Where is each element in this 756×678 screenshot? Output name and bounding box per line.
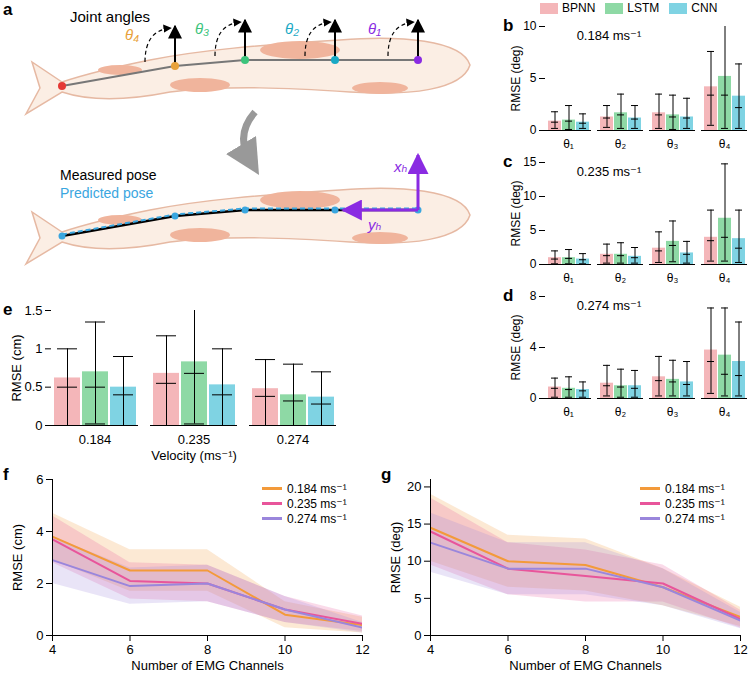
svg-text:RMSE (deg): RMSE (deg) (509, 314, 523, 380)
svg-text:RMSE (deg): RMSE (deg) (509, 180, 523, 246)
svg-text:1.5: 1.5 (24, 303, 42, 318)
svg-text:θ₁: θ₁ (563, 271, 574, 285)
svg-text:0: 0 (35, 418, 42, 433)
svg-text:4: 4 (49, 642, 56, 657)
html-text:b: b (503, 16, 514, 35)
svg-text:12: 12 (733, 642, 747, 657)
svg-text:θ₄: θ₄ (719, 271, 731, 285)
svg-text:6: 6 (126, 642, 133, 657)
html-text:a: a (3, 0, 13, 19)
svg-text:10: 10 (656, 642, 670, 657)
svg-text:θ₃: θ₃ (195, 20, 209, 37)
svg-text:θ₂: θ₂ (285, 20, 299, 37)
svg-text:θ₃: θ₃ (667, 137, 679, 151)
svg-text:5: 5 (414, 591, 421, 606)
html-text:0.235 ms⁻¹: 0.235 ms⁻¹ (665, 496, 725, 511)
svg-text:Joint angles: Joint angles (70, 8, 150, 25)
svg-text:Number of EMG Channels: Number of EMG Channels (509, 658, 662, 673)
svg-text:5: 5 (530, 223, 537, 237)
html-text:d: d (503, 286, 514, 305)
svg-text:15: 15 (523, 155, 537, 169)
html-text:0.184 ms⁻¹: 0.184 ms⁻¹ (576, 28, 642, 43)
svg-text:0: 0 (530, 123, 537, 137)
svg-text:0: 0 (36, 628, 43, 643)
svg-text:10: 10 (407, 553, 421, 568)
svg-text:Velocity (ms⁻¹): Velocity (ms⁻¹) (151, 448, 237, 463)
svg-text:θ₄: θ₄ (719, 137, 731, 151)
svg-text:0: 0 (530, 391, 537, 405)
svg-text:8: 8 (530, 289, 537, 303)
svg-text:θ₂: θ₂ (615, 137, 627, 151)
svg-text:8: 8 (204, 642, 211, 657)
svg-text:0.5: 0.5 (24, 379, 42, 394)
html-text:0.274 ms⁻¹: 0.274 ms⁻¹ (287, 511, 347, 526)
svg-text:10: 10 (523, 19, 537, 33)
svg-text:θ₃: θ₃ (667, 405, 679, 419)
svg-text:4: 4 (530, 340, 537, 354)
svg-text:4: 4 (427, 642, 434, 657)
html-text:0.235 ms⁻¹: 0.235 ms⁻¹ (287, 496, 347, 511)
svg-text:6: 6 (504, 642, 511, 657)
svg-text:RMSE (deg): RMSE (deg) (388, 522, 403, 594)
svg-text:2: 2 (36, 576, 43, 591)
svg-text:12: 12 (355, 642, 369, 657)
svg-text:0.184: 0.184 (79, 432, 112, 447)
svg-text:4: 4 (36, 524, 43, 539)
svg-text:θ₂: θ₂ (615, 271, 627, 285)
html-text:0.274 ms⁻¹: 0.274 ms⁻¹ (665, 511, 725, 526)
svg-text:5: 5 (530, 71, 537, 85)
html-text:BPNN: BPNN (562, 1, 596, 15)
svg-text:RMSE (cm): RMSE (cm) (10, 524, 25, 591)
svg-text:6: 6 (36, 472, 43, 487)
html-text:0.274 ms⁻¹: 0.274 ms⁻¹ (576, 298, 642, 313)
svg-text:RMSE (deg): RMSE (deg) (509, 45, 523, 111)
svg-text:θ₁: θ₁ (368, 20, 381, 37)
svg-text:0.274: 0.274 (277, 432, 310, 447)
html-text:0.235 ms⁻¹: 0.235 ms⁻¹ (576, 164, 642, 179)
svg-text:10: 10 (278, 642, 292, 657)
svg-text:Measured pose: Measured pose (60, 167, 157, 183)
html-text:g: g (381, 465, 392, 484)
html-text:LSTM: LSTM (627, 1, 660, 15)
svg-text:Number of EMG Channels: Number of EMG Channels (131, 658, 284, 673)
html-text:e: e (3, 300, 13, 319)
svg-text:θ₃: θ₃ (667, 271, 679, 285)
html-text:0.184 ms⁻¹: 0.184 ms⁻¹ (665, 481, 725, 496)
html-text:CNN: CNN (691, 1, 718, 15)
html-text:f: f (3, 465, 9, 484)
svg-text:15: 15 (407, 516, 421, 531)
svg-text:0.235: 0.235 (178, 432, 211, 447)
svg-text:Predicted pose: Predicted pose (60, 185, 154, 201)
html-text:0.184 ms⁻¹: 0.184 ms⁻¹ (287, 481, 347, 496)
svg-text:θ₄: θ₄ (125, 26, 139, 43)
svg-text:1: 1 (35, 341, 42, 356)
svg-text:xₕ: xₕ (393, 158, 408, 175)
svg-text:10: 10 (523, 189, 537, 203)
svg-text:RMSE (cm): RMSE (cm) (9, 334, 24, 401)
svg-text:yₕ: yₕ (367, 216, 382, 233)
svg-text:20: 20 (407, 479, 421, 494)
svg-text:θ₁: θ₁ (563, 137, 574, 151)
svg-text:0: 0 (530, 257, 537, 271)
svg-text:θ₂: θ₂ (615, 405, 627, 419)
svg-text:θ₁: θ₁ (563, 405, 574, 419)
svg-text:0: 0 (414, 628, 421, 643)
svg-text:8: 8 (582, 642, 589, 657)
html-text:c: c (503, 152, 513, 171)
svg-text:θ₄: θ₄ (719, 405, 731, 419)
